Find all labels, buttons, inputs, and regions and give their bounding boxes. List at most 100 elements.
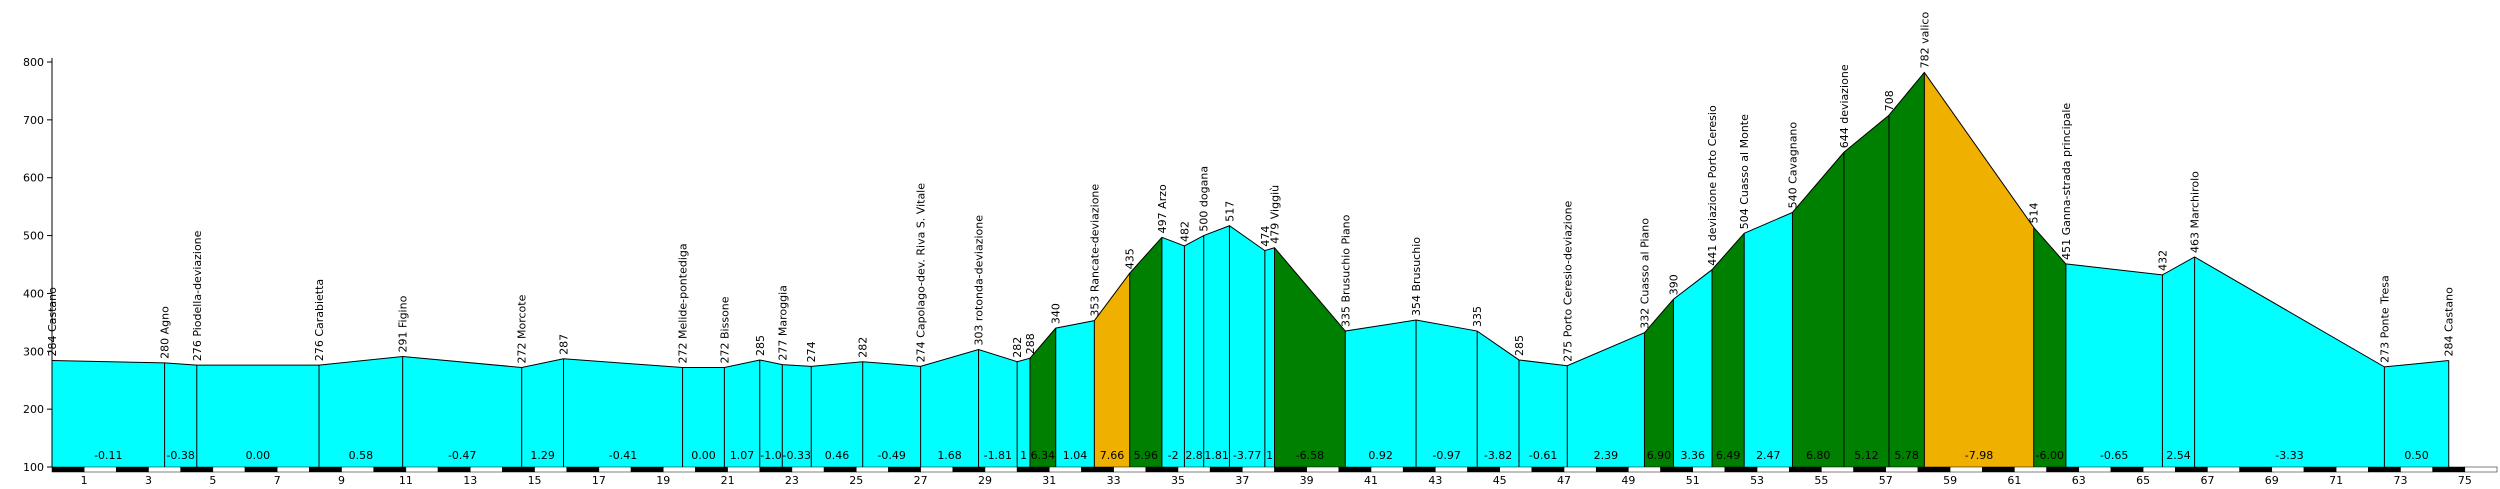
point-label: 514 (2028, 202, 2041, 223)
km-bar-block (180, 466, 214, 473)
km-bar-block (1370, 466, 1404, 473)
grade-label: -0.65 (2100, 449, 2128, 462)
profile-segment (978, 349, 1018, 467)
x-tick-label: 55 (1814, 474, 1828, 487)
point-label: 432 (2156, 250, 2169, 271)
profile-segment (759, 359, 783, 467)
y-tick-label: 100 (23, 461, 44, 474)
grade-label: 2.8 (1185, 449, 1203, 462)
profile-segment (319, 356, 403, 467)
x-tick-label: 47 (1557, 474, 1571, 487)
grade-label: -1.0 (760, 449, 781, 462)
km-bar-block (920, 466, 954, 473)
profile-segment (1712, 233, 1745, 467)
profile-segment (811, 361, 863, 467)
profile-segment (1094, 273, 1130, 467)
profile-segment (2033, 227, 2066, 467)
grade-label: -6.58 (1296, 449, 1324, 462)
grade-label: -3.77 (1233, 449, 1261, 462)
point-label: 288 (1024, 333, 1037, 354)
profile-segment (1017, 358, 1030, 467)
x-tick-label: 25 (849, 474, 863, 487)
x-tick-label: 41 (1364, 474, 1378, 487)
point-label: 540 Cavagnano (1786, 122, 1799, 209)
km-bar-block (2400, 466, 2433, 473)
profile-segment (1184, 235, 1204, 467)
km-bar-block (502, 466, 535, 473)
x-tick-label: 33 (1107, 474, 1121, 487)
point-label: 282 (857, 337, 870, 358)
km-bar-block (1435, 466, 1468, 473)
grade-label: -0.61 (1529, 449, 1557, 462)
km-bar-block (630, 466, 664, 473)
point-label: 390 (1667, 274, 1680, 295)
grade-label: 2.54 (2166, 449, 2191, 462)
x-tick-label: 63 (2072, 474, 2086, 487)
point-label: 272 Melide-pontediga (677, 243, 690, 363)
profile-segment (1345, 320, 1417, 467)
point-label: 644 deviazione (1838, 64, 1851, 148)
profile-segment (2194, 256, 2385, 467)
grade-label: 1.81 (1204, 449, 1229, 462)
point-label: 276 Piodella-deviazione (191, 230, 204, 361)
y-tick-label: 300 (23, 345, 44, 358)
profile-segment (1567, 332, 1645, 467)
km-bar-block (1242, 466, 1275, 473)
grade-label: -6.00 (2036, 449, 2064, 462)
point-label: 497 Arzo (1156, 184, 1169, 233)
grade-label: 1.68 (937, 449, 962, 462)
km-bar-block (2207, 466, 2240, 473)
grade-label: 0.00 (691, 449, 716, 462)
grade-label: 5.96 (1134, 449, 1159, 462)
grade-label: 1 (1266, 449, 1273, 462)
km-bar-block (1113, 466, 1147, 473)
km-bar-block (1885, 466, 1919, 473)
x-tick-label: 5 (209, 474, 216, 487)
km-bar-block (1049, 466, 1082, 473)
x-tick-label: 43 (1428, 474, 1442, 487)
point-label: 482 (1178, 221, 1191, 242)
km-bar-block (534, 466, 567, 473)
grade-label: 2.47 (1756, 449, 1781, 462)
point-label: 435 (1124, 248, 1137, 269)
y-tick-label: 800 (23, 56, 44, 69)
x-tick-label: 15 (528, 474, 542, 487)
grade-label: 6.34 (1031, 449, 1056, 462)
km-bar-block (1177, 466, 1211, 473)
point-label: 275 Porto Ceresio-deviazione (1561, 200, 1574, 361)
km-bar-block (1563, 466, 1597, 473)
point-label: 335 (1471, 306, 1484, 327)
x-tick-label: 49 (1621, 474, 1635, 487)
profile-segment (1274, 247, 1346, 467)
profile-segment (1744, 212, 1793, 467)
grade-label: -0.11 (94, 449, 122, 462)
profile-segment (2065, 263, 2163, 467)
grade-label: -3.33 (2275, 449, 2303, 462)
point-label: 353 Rancate-deviazione (1088, 184, 1101, 317)
km-bar-block (1338, 466, 1372, 473)
km-bar-block (1628, 466, 1661, 473)
km-bar-block (1467, 466, 1500, 473)
grade-label: 0.50 (2404, 449, 2429, 462)
km-bar-block (888, 466, 921, 473)
grade-label: -0.41 (609, 449, 637, 462)
profile-segment (1416, 320, 1478, 467)
point-label: 354 Brusuchio (1410, 237, 1423, 316)
km-bar-block (2046, 466, 2080, 473)
profile-segment (1843, 115, 1889, 467)
km-bar-block (341, 466, 374, 473)
x-tick-label: 53 (1750, 474, 1764, 487)
point-label: 274 (805, 341, 818, 362)
km-bar-block (405, 466, 439, 473)
x-tick-label: 3 (145, 474, 152, 487)
km-bar-block (83, 466, 117, 473)
km-bar-block (1821, 466, 1854, 473)
profile-segment (920, 349, 979, 467)
y-tick-label: 500 (23, 230, 44, 243)
point-label: 284 Castano (2443, 287, 2456, 357)
profile-segment (1888, 72, 1925, 468)
point-label: 517 (1223, 201, 1236, 222)
profile-segment (1792, 152, 1844, 467)
x-tick-label: 11 (399, 474, 413, 487)
